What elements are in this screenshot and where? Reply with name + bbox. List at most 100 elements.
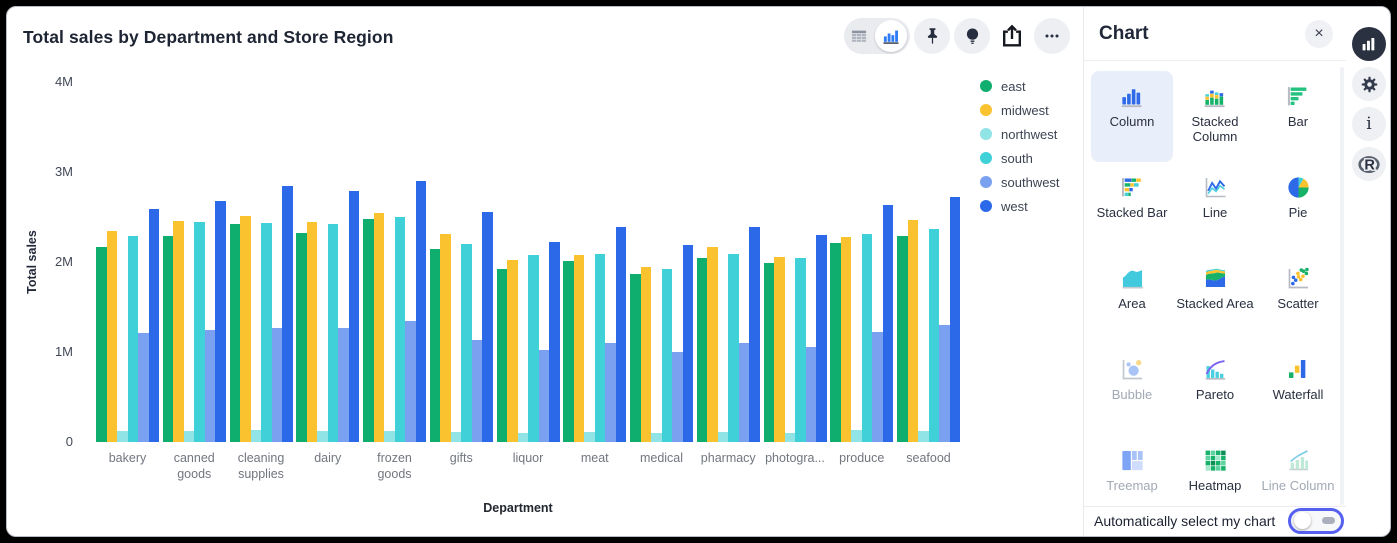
bar-east[interactable]: [496, 269, 507, 442]
bar-west[interactable]: [282, 186, 293, 442]
bar-midwest[interactable]: [306, 221, 318, 442]
bar-midwest[interactable]: [373, 213, 384, 442]
bar-midwest[interactable]: [640, 267, 651, 442]
bar-south[interactable]: [728, 253, 739, 442]
info-button[interactable]: i: [1352, 107, 1386, 141]
auto-select-toggle[interactable]: [1288, 507, 1344, 534]
legend-item-southwest[interactable]: southwest: [980, 170, 1060, 194]
legend-item-midwest[interactable]: midwest: [980, 98, 1060, 122]
bar-east[interactable]: [763, 262, 774, 442]
chart-type-pareto[interactable]: Pareto: [1174, 344, 1256, 435]
bar-west[interactable]: [482, 211, 493, 442]
view-toggle[interactable]: [844, 18, 910, 54]
chart-type-stacked-area[interactable]: Stacked Area: [1174, 253, 1256, 344]
chart-type-heatmap[interactable]: Heatmap: [1174, 435, 1256, 526]
bar-west[interactable]: [749, 226, 760, 442]
bar-west[interactable]: [816, 235, 827, 442]
bar-northwest[interactable]: [517, 433, 528, 442]
bar-southwest[interactable]: [805, 346, 816, 442]
bar-southwest[interactable]: [338, 327, 349, 442]
chart-type-column[interactable]: Column: [1091, 71, 1173, 162]
bar-northwest[interactable]: [183, 431, 195, 442]
r-code-button[interactable]: R: [1352, 147, 1386, 181]
bar-south[interactable]: [327, 224, 339, 442]
bar-northwest[interactable]: [250, 430, 261, 442]
column-chart-view-icon[interactable]: [875, 20, 907, 52]
bar-midwest[interactable]: [240, 216, 251, 442]
share-button[interactable]: [994, 18, 1030, 54]
bar-west[interactable]: [615, 226, 627, 442]
bar-east[interactable]: [229, 224, 240, 442]
bar-east[interactable]: [897, 235, 908, 442]
legend-item-east[interactable]: east: [980, 74, 1060, 98]
chart-type-stacked-column[interactable]: Stacked Column: [1174, 71, 1256, 162]
chart-type-area[interactable]: Area: [1091, 253, 1173, 344]
chart-type-waterfall[interactable]: Waterfall: [1257, 344, 1339, 435]
bar-east[interactable]: [363, 218, 374, 442]
bar-northwest[interactable]: [384, 431, 395, 442]
bar-south[interactable]: [928, 228, 939, 442]
bar-south[interactable]: [594, 253, 606, 442]
bar-midwest[interactable]: [106, 230, 117, 442]
bar-south[interactable]: [127, 235, 138, 442]
bar-southwest[interactable]: [939, 325, 950, 442]
chart-type-stacked-bar[interactable]: Stacked Bar: [1091, 162, 1173, 253]
bar-southwest[interactable]: [672, 352, 683, 442]
bar-south[interactable]: [661, 269, 672, 442]
bar-southwest[interactable]: [738, 343, 750, 442]
bar-midwest[interactable]: [840, 236, 852, 442]
bar-west[interactable]: [348, 190, 360, 442]
bar-southwest[interactable]: [138, 333, 149, 442]
bar-southwest[interactable]: [405, 320, 416, 442]
bar-east[interactable]: [96, 246, 107, 442]
bar-east[interactable]: [563, 261, 574, 442]
bar-southwest[interactable]: [538, 350, 549, 442]
bar-east[interactable]: [830, 243, 841, 442]
bar-south[interactable]: [394, 217, 405, 442]
bar-west[interactable]: [949, 197, 960, 442]
bar-midwest[interactable]: [907, 219, 918, 442]
bar-southwest[interactable]: [605, 343, 616, 442]
bar-southwest[interactable]: [872, 332, 883, 442]
bar-midwest[interactable]: [507, 260, 518, 442]
bar-south[interactable]: [528, 254, 539, 442]
bar-northwest[interactable]: [717, 432, 729, 442]
bar-southwest[interactable]: [471, 340, 483, 442]
bar-south[interactable]: [461, 244, 472, 442]
legend-item-south[interactable]: south: [980, 146, 1060, 170]
bar-east[interactable]: [162, 235, 174, 442]
more-options-button[interactable]: [1034, 18, 1070, 54]
close-panel-button[interactable]: ×: [1305, 19, 1333, 48]
legend-item-northwest[interactable]: northwest: [980, 122, 1060, 146]
bar-northwest[interactable]: [117, 431, 128, 442]
chart-tab-button[interactable]: [1352, 27, 1386, 61]
bar-west[interactable]: [148, 208, 159, 442]
bar-midwest[interactable]: [173, 220, 184, 442]
bar-northwest[interactable]: [851, 430, 862, 442]
bar-east[interactable]: [630, 273, 641, 442]
bar-northwest[interactable]: [651, 433, 662, 442]
chart-type-scatter[interactable]: Scatter: [1257, 253, 1339, 344]
bar-west[interactable]: [682, 244, 693, 442]
bar-south[interactable]: [795, 258, 806, 442]
bar-south[interactable]: [861, 234, 873, 442]
bar-northwest[interactable]: [918, 431, 929, 442]
bar-east[interactable]: [696, 257, 708, 442]
table-view-icon[interactable]: [844, 18, 874, 54]
bar-northwest[interactable]: [584, 432, 595, 442]
bar-northwest[interactable]: [450, 432, 462, 442]
bar-midwest[interactable]: [707, 246, 718, 442]
bar-west[interactable]: [215, 200, 226, 442]
chart-type-bar[interactable]: Bar: [1257, 71, 1339, 162]
bar-south[interactable]: [261, 223, 272, 442]
bar-midwest[interactable]: [440, 234, 451, 442]
chart-type-line[interactable]: Line: [1174, 162, 1256, 253]
bar-midwest[interactable]: [774, 256, 785, 442]
bar-northwest[interactable]: [317, 431, 328, 442]
legend-item-west[interactable]: west: [980, 194, 1060, 218]
panel-scrollbar[interactable]: [1340, 67, 1344, 505]
pin-button[interactable]: [914, 18, 950, 54]
bar-northwest[interactable]: [784, 433, 795, 442]
bar-west[interactable]: [549, 242, 560, 442]
bar-east[interactable]: [296, 233, 307, 442]
